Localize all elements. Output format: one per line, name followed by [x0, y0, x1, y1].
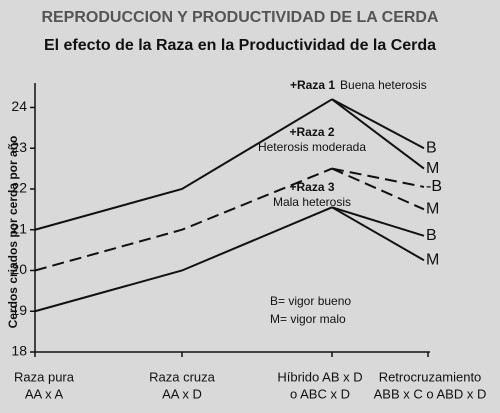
- y-tick-label: 20: [11, 261, 27, 277]
- series-line: [34, 98, 333, 231]
- annotation: +Raza 1 Buena heterosis: [290, 78, 427, 92]
- legend-text: B= vigor bueno: [270, 294, 351, 308]
- branch-line: [331, 167, 425, 188]
- annotation-title: +Raza 2: [289, 125, 334, 139]
- branch-line: [331, 98, 425, 170]
- x-tick-label: ABB x C o ABD x D: [374, 386, 487, 401]
- y-tick-label: 18: [11, 343, 27, 359]
- series-line: [34, 206, 333, 313]
- x-tick-label: Retrocruzamiento: [379, 369, 482, 384]
- annotation-note: Heterosis moderada: [258, 140, 366, 154]
- x-tick-label: Raza pura: [14, 369, 75, 384]
- y-tick-label: 23: [11, 139, 27, 155]
- branch-label: B: [426, 139, 437, 156]
- y-axis-label: Cerdos criados por cerda por año: [6, 136, 20, 329]
- x-tick-label: Raza cruza: [149, 369, 216, 384]
- branch-label: M: [426, 160, 439, 177]
- branch-line: [331, 206, 425, 237]
- x-tick-label: o ABC x D: [290, 386, 350, 401]
- branch-line: [331, 98, 425, 150]
- branch-line: [331, 167, 425, 211]
- x-tick-label: AA x D: [162, 386, 202, 401]
- y-tick-label: 24: [11, 98, 27, 114]
- x-tick-label: Híbrido AB x D: [277, 369, 362, 384]
- branch-line: [331, 206, 425, 262]
- y-tick-label: 19: [11, 302, 27, 318]
- branch-label: B: [426, 227, 437, 244]
- chart-subtitle: El efecto de la Raza en la Productividad…: [44, 37, 436, 54]
- series-line: [34, 167, 333, 272]
- y-tick-label: 22: [11, 180, 27, 196]
- y-tick-label: 21: [11, 220, 27, 236]
- branch-label: -B: [426, 178, 442, 195]
- x-tick-label: AA x A: [25, 386, 64, 401]
- annotation-note: Buena heterosis: [340, 78, 427, 92]
- annotation-note: Mala heterosis: [273, 195, 351, 209]
- branch-label: M: [426, 201, 439, 218]
- annotation-title: +Raza 3: [289, 180, 334, 194]
- annotation-title: +Raza 1: [290, 78, 335, 92]
- branch-label: M: [426, 252, 439, 269]
- chart-title: REPRODUCCION Y PRODUCTIVIDAD DE LA CERDA: [41, 9, 439, 26]
- legend-text: M= vigor malo: [270, 312, 346, 326]
